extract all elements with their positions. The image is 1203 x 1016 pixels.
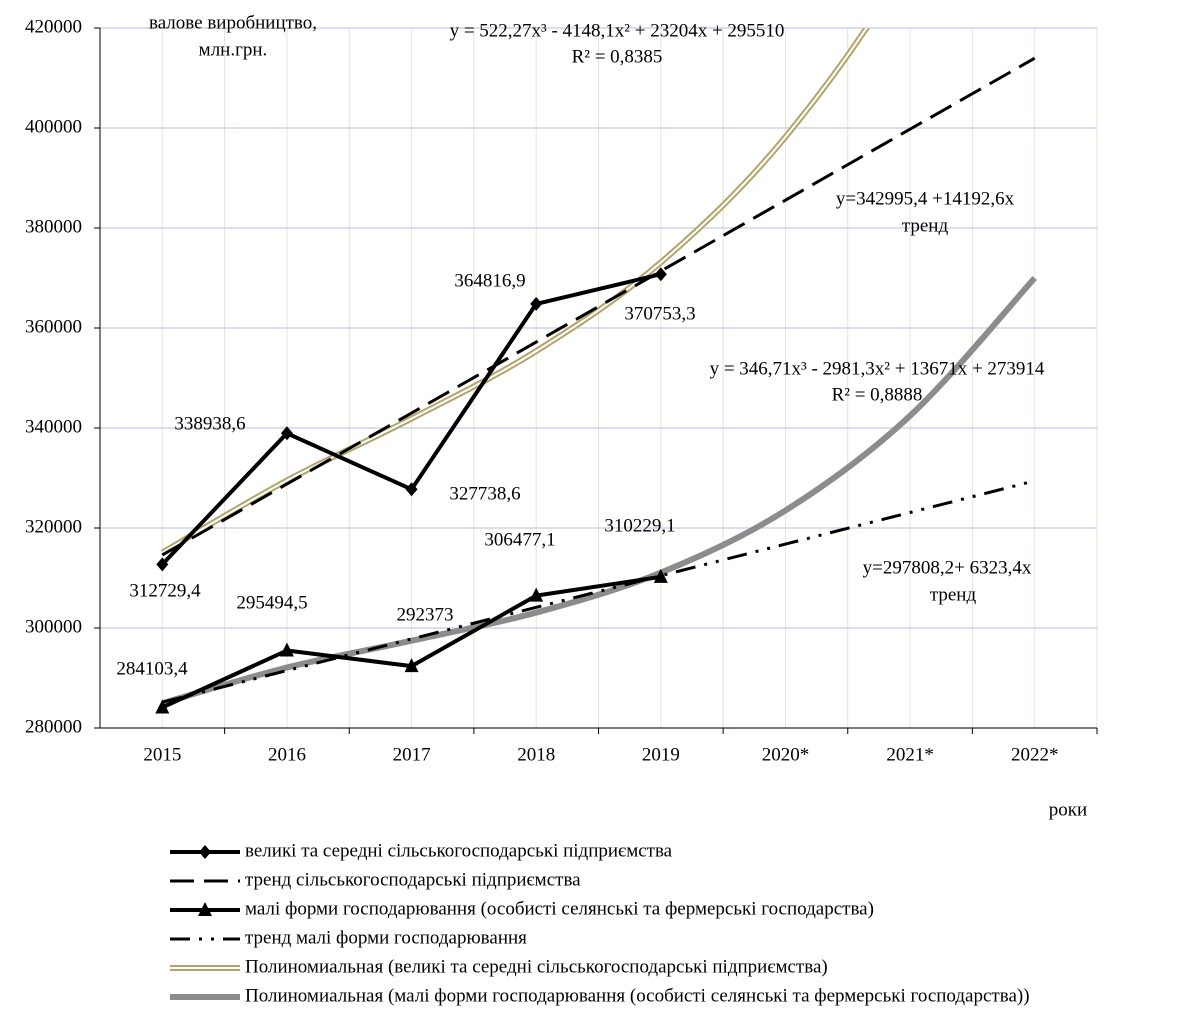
annotation: y=297808,2+ 6323,4x bbox=[863, 557, 1032, 578]
x-tick-label: 2015 bbox=[143, 744, 181, 765]
data-label: 310229,1 bbox=[604, 515, 675, 536]
annotation: R² = 0,8385 bbox=[572, 46, 663, 67]
legend-entry: малі форми господарювання (особисті селя… bbox=[170, 898, 874, 919]
legend-entry: великі та середні сільськогосподарські п… bbox=[170, 840, 673, 861]
legend-entry: Полиномиальная (великі та середні сільсь… bbox=[170, 956, 828, 977]
plot-clip bbox=[155, 28, 1037, 714]
legend-label: великі та середні сільськогосподарські п… bbox=[245, 840, 673, 861]
data-label: 295494,5 bbox=[236, 592, 307, 613]
legend-label: Полиномиальная (великі та середні сільсь… bbox=[245, 956, 828, 977]
data-label: 312729,4 bbox=[129, 580, 201, 601]
marker bbox=[654, 267, 667, 282]
legend-entry: тренд сільськогосподарські підприємства bbox=[170, 869, 581, 890]
x-tick-label: 2022* bbox=[1011, 744, 1059, 765]
legend-label: тренд малі форми господарювання bbox=[245, 927, 527, 948]
y-tick-label: 320000 bbox=[25, 516, 82, 537]
marker bbox=[405, 482, 418, 497]
marker bbox=[529, 587, 544, 602]
marker bbox=[404, 658, 419, 673]
y-axis-label: валове виробництво, bbox=[149, 12, 317, 33]
legend-entry: Полиномиальная (малі форми господарюванн… bbox=[170, 985, 1030, 1006]
data-label: 284103,4 bbox=[116, 658, 188, 679]
y-tick-label: 400000 bbox=[25, 116, 82, 137]
data-label: 338938,6 bbox=[174, 413, 245, 434]
x-axis-label: роки bbox=[1049, 799, 1087, 820]
x-tick-label: 2019 bbox=[642, 744, 680, 765]
marker bbox=[530, 296, 543, 311]
x-tick-label: 2021* bbox=[886, 744, 934, 765]
y-tick-label: 300000 bbox=[25, 616, 82, 637]
y-axis-label: млн.грн. bbox=[199, 39, 268, 60]
y-tick-label: 340000 bbox=[25, 416, 82, 437]
annotation: тренд bbox=[930, 584, 977, 605]
data-label: 364816,9 bbox=[454, 270, 525, 291]
marker bbox=[653, 568, 668, 583]
data-label: 292373 bbox=[397, 604, 454, 625]
series-line bbox=[161, 276, 1037, 707]
marker bbox=[199, 845, 211, 859]
series-line bbox=[161, 56, 1036, 557]
marker bbox=[198, 902, 212, 916]
annotation: y = 346,71x³ - 2981,3x² + 13671x + 27391… bbox=[710, 358, 1045, 379]
data-label: 370753,3 bbox=[624, 303, 695, 324]
data-label: 327738,6 bbox=[449, 483, 520, 504]
marker bbox=[155, 699, 170, 714]
x-tick-label: 2020* bbox=[762, 744, 810, 765]
marker bbox=[279, 642, 294, 657]
annotation: тренд bbox=[902, 215, 949, 236]
x-tick-label: 2016 bbox=[268, 744, 306, 765]
legend-label: малі форми господарювання (особисті селя… bbox=[245, 898, 874, 919]
y-tick-label: 380000 bbox=[25, 216, 82, 237]
legend-entry: тренд малі форми господарювання bbox=[170, 927, 527, 948]
y-tick-label: 360000 bbox=[25, 316, 82, 337]
annotation: y = 522,27x³ - 4148,1x² + 23204x + 29551… bbox=[450, 20, 785, 41]
series-line bbox=[161, 479, 1036, 704]
annotation: y=342995,4 +14192,6x bbox=[836, 188, 1015, 209]
marker bbox=[156, 557, 169, 572]
y-tick-label: 280000 bbox=[25, 716, 82, 737]
annotation: R² = 0,8888 bbox=[832, 384, 923, 405]
x-tick-label: 2018 bbox=[517, 744, 555, 765]
marker bbox=[280, 426, 293, 441]
legend-label: Полиномиальная (малі форми господарюванн… bbox=[245, 985, 1030, 1006]
x-tick-label: 2017 bbox=[393, 744, 431, 765]
y-tick-label: 420000 bbox=[25, 16, 82, 37]
data-label: 306477,1 bbox=[484, 529, 555, 550]
legend-label: тренд сільськогосподарські підприємства bbox=[245, 869, 581, 890]
